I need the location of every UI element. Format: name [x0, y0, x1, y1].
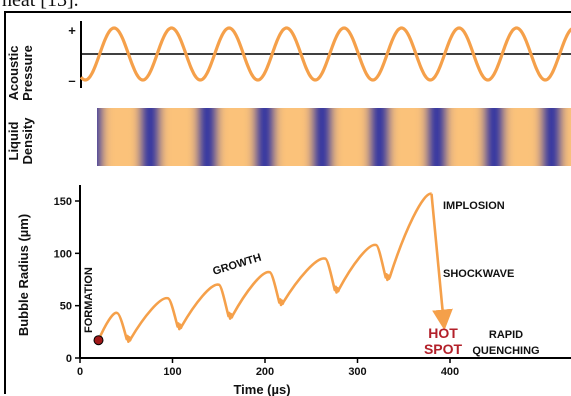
x-tick-label: 400 [441, 366, 459, 378]
radius-ylabel: Bubble Radius (µm) [16, 214, 31, 336]
x-tick-label: 200 [256, 366, 274, 378]
pressure-ylabel-line2: Pressure [20, 45, 35, 101]
y-tick-label: 100 [54, 248, 72, 260]
pressure-plus-sign: + [68, 23, 76, 38]
formation-label: FORMATION [83, 267, 95, 333]
density-band [97, 108, 571, 166]
density-panel: Liquid Density [6, 108, 571, 166]
rapid-quenching-label-line2: QUENCHING [472, 345, 539, 357]
density-ylabel-line2: Density [20, 117, 35, 165]
implosion-label: IMPLOSION [443, 200, 505, 212]
x-ticks: 0 100 200 300 400 [77, 358, 459, 378]
shockwave-label: SHOCKWAVE [443, 268, 514, 280]
hot-spot-label-line1: HOT [428, 325, 458, 341]
radius-xlabel: Time (µs) [233, 382, 290, 396]
radius-curve [97, 192, 432, 343]
growth-label: GROWTH [211, 252, 262, 278]
sonoluminescence-figure: Acoustic Pressure + – Liquid Density Bub… [6, 21, 571, 396]
pressure-ylabel-line1: Acoustic [6, 46, 21, 101]
hot-spot-label-line2: SPOT [424, 341, 463, 357]
density-ylabel-line1: Liquid [6, 121, 21, 160]
y-tick-label: 0 [66, 353, 72, 365]
radius-panel: Bubble Radius (µm) Time (µs) 0 100 200 300 4… [16, 185, 571, 396]
x-tick-label: 0 [77, 366, 83, 378]
y-tick-label: 150 [54, 196, 72, 208]
collapse-arrow [430, 193, 453, 331]
pressure-minus-sign: – [68, 73, 75, 88]
pressure-panel: Acoustic Pressure + – [6, 21, 571, 101]
caption-fragment: heat [13]. [2, 0, 79, 11]
y-tick-label: 50 [60, 301, 72, 313]
y-ticks: 0 50 100 150 [54, 196, 80, 365]
x-tick-label: 100 [163, 366, 181, 378]
pressure-wave [79, 26, 571, 82]
figure-frame: Acoustic Pressure + – Liquid Density Bub… [4, 11, 571, 396]
rapid-quenching-label-line1: RAPID [489, 329, 523, 341]
formation-dot [93, 335, 104, 346]
x-tick-label: 300 [348, 366, 366, 378]
